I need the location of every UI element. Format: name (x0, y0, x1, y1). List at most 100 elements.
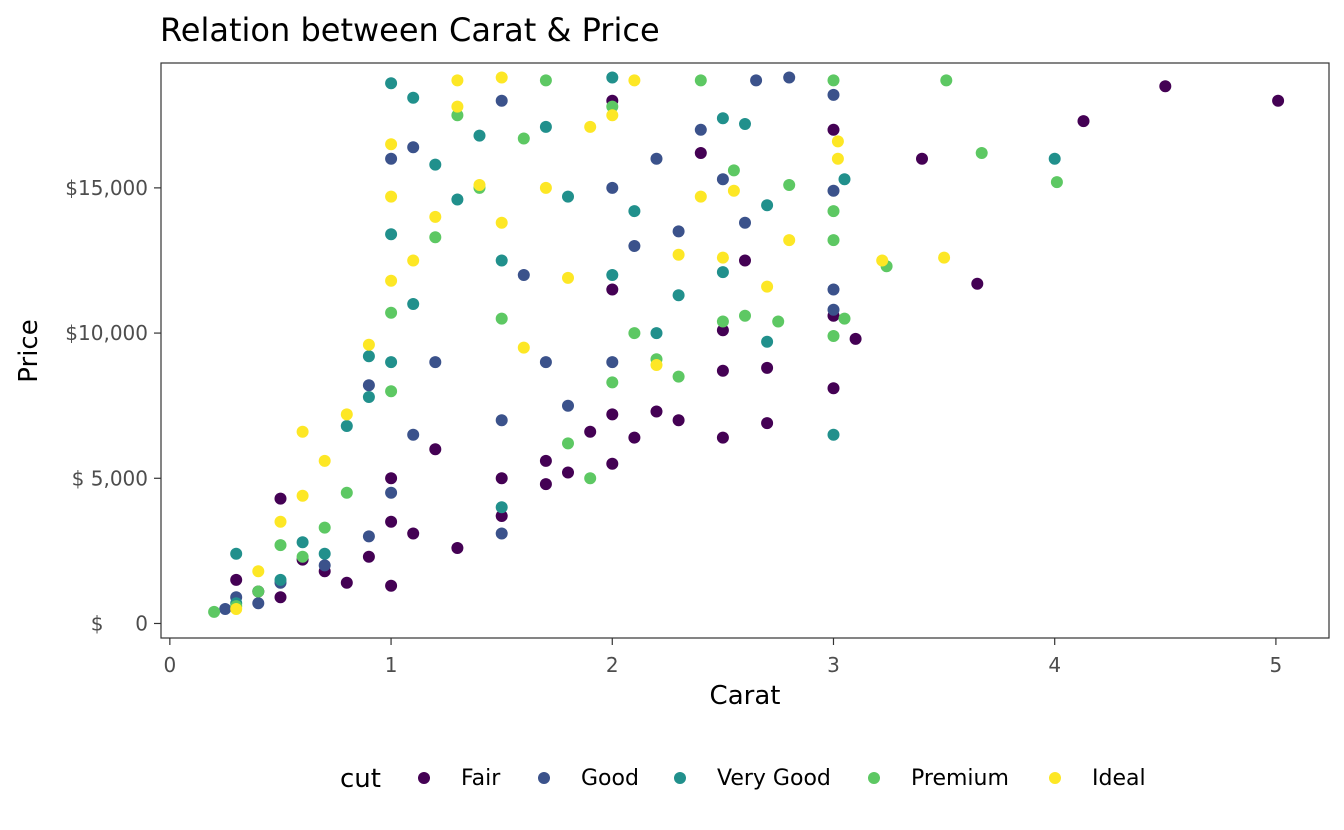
data-point-ideal (539, 181, 552, 194)
y-tick-label: $10,000 (65, 321, 148, 345)
legend-key-good (538, 772, 550, 784)
data-point-fair (761, 361, 774, 374)
data-point-good (606, 181, 619, 194)
data-point-fair (274, 492, 287, 505)
y-axis: $ 0 $ 5,000 $10,000 $15,000 (65, 176, 161, 635)
data-point-very-good (1048, 152, 1061, 165)
data-point-fair (694, 147, 707, 159)
data-point-fair (385, 515, 398, 528)
data-point-good (827, 283, 840, 296)
data-point-ideal (495, 71, 508, 84)
data-point-good (606, 356, 619, 369)
data-point-premium (975, 147, 988, 159)
data-point-premium (385, 306, 398, 319)
data-point-very-good (628, 205, 641, 218)
data-point-very-good (362, 391, 375, 403)
data-point-fair (716, 324, 729, 337)
data-point-ideal (606, 109, 619, 122)
data-point-premium (584, 472, 597, 485)
data-point-fair (584, 425, 597, 438)
data-point-premium (274, 539, 287, 552)
data-point-good (716, 173, 729, 186)
data-point-very-good (318, 547, 331, 560)
data-point-fair (606, 283, 619, 296)
data-point-ideal (831, 135, 844, 148)
data-point-very-good (495, 254, 508, 267)
x-axis-title: Carat (710, 681, 781, 711)
data-point-good (739, 216, 751, 229)
data-point-fair (340, 576, 353, 589)
data-point-very-good (274, 573, 287, 586)
data-point-fair (385, 579, 398, 592)
data-point-good (628, 240, 641, 252)
data-point-very-good (562, 190, 574, 203)
data-point-good (385, 486, 398, 499)
data-point-ideal (407, 254, 420, 267)
data-point-premium (252, 585, 265, 598)
data-point-good (750, 74, 763, 87)
data-point-good (407, 428, 420, 441)
x-tick-label: 0 (163, 653, 176, 677)
data-point-fair (606, 457, 619, 470)
data-point-premium (562, 437, 574, 450)
data-point-premium (827, 330, 840, 342)
data-point-ideal (385, 190, 398, 203)
data-point-fair (716, 431, 729, 444)
data-point-fair (539, 478, 552, 491)
data-point-good (539, 356, 552, 369)
data-point-very-good (385, 77, 398, 90)
data-point-ideal (761, 280, 774, 293)
data-point-fair (827, 382, 840, 395)
legend-key-fair (418, 772, 430, 784)
data-point-good (495, 414, 508, 427)
legend-label-premium: Premium (911, 766, 1009, 791)
data-point-very-good (473, 129, 486, 142)
data-point-good (495, 94, 508, 107)
data-point-good (827, 303, 840, 316)
data-point-ideal (451, 74, 464, 87)
data-point-premium (606, 376, 619, 389)
data-point-fair (739, 254, 751, 267)
data-point-ideal (672, 248, 685, 261)
data-point-premium (296, 550, 309, 563)
data-point-very-good (385, 228, 398, 241)
data-point-fair (1077, 115, 1090, 128)
data-point-premium (940, 74, 953, 87)
data-point-very-good (495, 501, 508, 514)
data-point-fair (606, 408, 619, 421)
data-point-ideal (429, 210, 442, 223)
data-point-very-good (838, 173, 851, 186)
data-point-fair (362, 550, 375, 563)
data-point-fair (1159, 80, 1172, 93)
data-point-fair (230, 573, 243, 586)
data-point-very-good (340, 420, 353, 432)
data-point-very-good (429, 158, 442, 171)
data-point-ideal (274, 515, 287, 528)
data-point-very-good (407, 91, 420, 104)
data-point-ideal (318, 454, 331, 467)
data-point-fair (539, 454, 552, 467)
x-tick-label: 4 (1048, 653, 1061, 677)
data-point-ideal (296, 425, 309, 438)
data-point-ideal (385, 138, 398, 151)
data-point-ideal (584, 120, 597, 133)
y-tick-label: $ 5,000 (72, 466, 148, 490)
data-point-fair (274, 591, 287, 604)
data-point-premium (827, 234, 840, 247)
data-point-fair (407, 527, 420, 540)
data-point-very-good (296, 536, 309, 549)
data-point-good (517, 269, 530, 281)
data-point-ideal (340, 408, 353, 421)
data-point-ideal (495, 216, 508, 229)
data-point-very-good (761, 335, 774, 348)
data-point-fair (849, 332, 862, 345)
data-point-good (783, 71, 796, 84)
data-point-very-good (606, 71, 619, 84)
data-point-premium (716, 315, 729, 328)
data-point-good (495, 527, 508, 540)
chart-title: Relation between Carat & Price (160, 11, 660, 49)
x-axis: 0 1 2 3 4 5 (163, 638, 1282, 677)
data-point-premium (539, 74, 552, 87)
data-point-very-good (385, 356, 398, 369)
